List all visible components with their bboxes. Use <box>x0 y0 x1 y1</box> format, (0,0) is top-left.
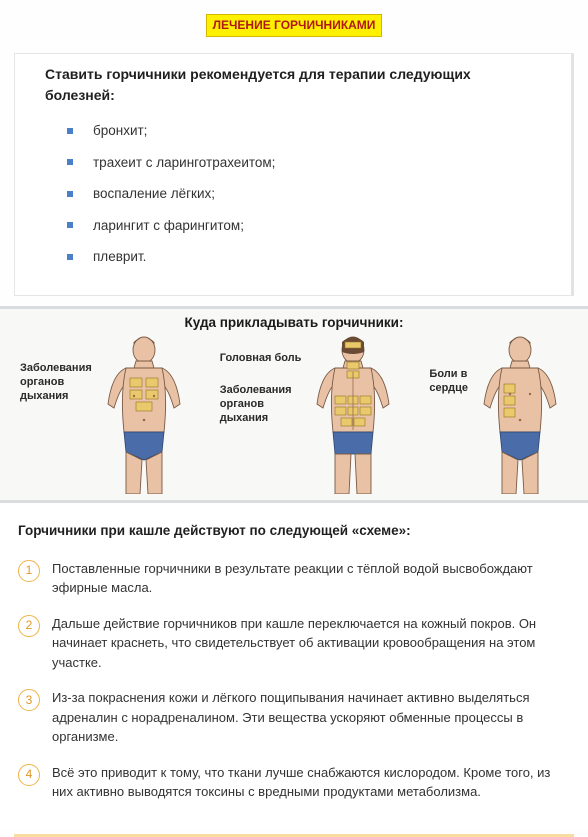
item-text: воспаление лёгких; <box>93 184 215 204</box>
list-item: плеврит. <box>67 247 541 267</box>
bullet-icon <box>67 159 73 165</box>
bottom-accent-bar <box>14 834 574 837</box>
list-item: бронхит; <box>67 121 541 141</box>
scheme-section: Горчичники при кашле действуют по следую… <box>0 503 588 828</box>
figure-back: Головная боль Заболевания органов дыхани… <box>220 334 402 494</box>
figure-label: Заболевания органов дыхания <box>20 362 92 403</box>
therapy-box: Ставить горчичники рекомендуется для тер… <box>14 53 574 295</box>
step-number-badge: 2 <box>18 615 40 637</box>
list-item: воспаление лёгких; <box>67 184 541 204</box>
bullet-icon <box>67 254 73 260</box>
bullet-icon <box>67 222 73 228</box>
figure-label-top: Головная боль <box>220 352 302 366</box>
list-item: ларингит с фарингитом; <box>67 216 541 236</box>
scheme-step: 2 Дальше действие горчичников при кашле … <box>18 614 570 673</box>
scheme-step: 3 Из-за покраснения кожи и лёгкого пощип… <box>18 688 570 747</box>
scheme-step: 4 Всё это приводит к тому, что ткани луч… <box>18 763 570 802</box>
item-text: плеврит. <box>93 247 146 267</box>
scheme-step: 1 Поставленные горчичники в результате р… <box>18 559 570 598</box>
list-item: трахеит с ларинготрахеитом; <box>67 153 541 173</box>
title-wrap: ЛЕЧЕНИЕ ГОРЧИЧНИКАМИ <box>0 0 588 47</box>
step-text: Из-за покраснения кожи и лёгкого пощипыв… <box>52 688 570 747</box>
step-number-badge: 4 <box>18 764 40 786</box>
figure-label: Боли в сердце <box>429 368 468 396</box>
bullet-icon <box>67 191 73 197</box>
figure-front-chest: Заболевания органов дыхания <box>20 334 192 494</box>
therapy-heading: Ставить горчичники рекомендуется для тер… <box>45 64 541 105</box>
diagram-title: Куда прикладывать горчичники: <box>0 313 588 333</box>
body-front-icon <box>96 334 192 494</box>
item-text: бронхит; <box>93 121 147 141</box>
bullet-icon <box>67 128 73 134</box>
step-text: Всё это приводит к тому, что ткани лучше… <box>52 763 570 802</box>
step-text: Дальше действие горчичников при кашле пе… <box>52 614 570 673</box>
page-root: ЛЕЧЕНИЕ ГОРЧИЧНИКАМИ Ставить горчичники … <box>0 0 588 828</box>
scheme-heading: Горчичники при кашле действуют по следую… <box>18 521 570 541</box>
body-heart-icon <box>472 334 568 494</box>
step-number-badge: 1 <box>18 560 40 582</box>
item-text: ларингит с фарингитом; <box>93 216 244 236</box>
page-title: ЛЕЧЕНИЕ ГОРЧИЧНИКАМИ <box>206 14 383 37</box>
figures-row: Заболевания органов дыхания <box>0 334 588 494</box>
step-number-badge: 3 <box>18 689 40 711</box>
diagram-section: Куда прикладывать горчичники: Заболевани… <box>0 309 588 504</box>
figure-label-stack: Головная боль Заболевания органов дыхани… <box>220 352 302 425</box>
step-text: Поставленные горчичники в результате реа… <box>52 559 570 598</box>
body-back-icon <box>305 334 401 494</box>
figure-label-bottom: Заболевания органов дыхания <box>220 384 302 425</box>
item-text: трахеит с ларинготрахеитом; <box>93 153 275 173</box>
figure-front-heart: Боли в сердце <box>429 334 568 494</box>
therapy-list: бронхит; трахеит с ларинготрахеитом; вос… <box>45 121 541 267</box>
